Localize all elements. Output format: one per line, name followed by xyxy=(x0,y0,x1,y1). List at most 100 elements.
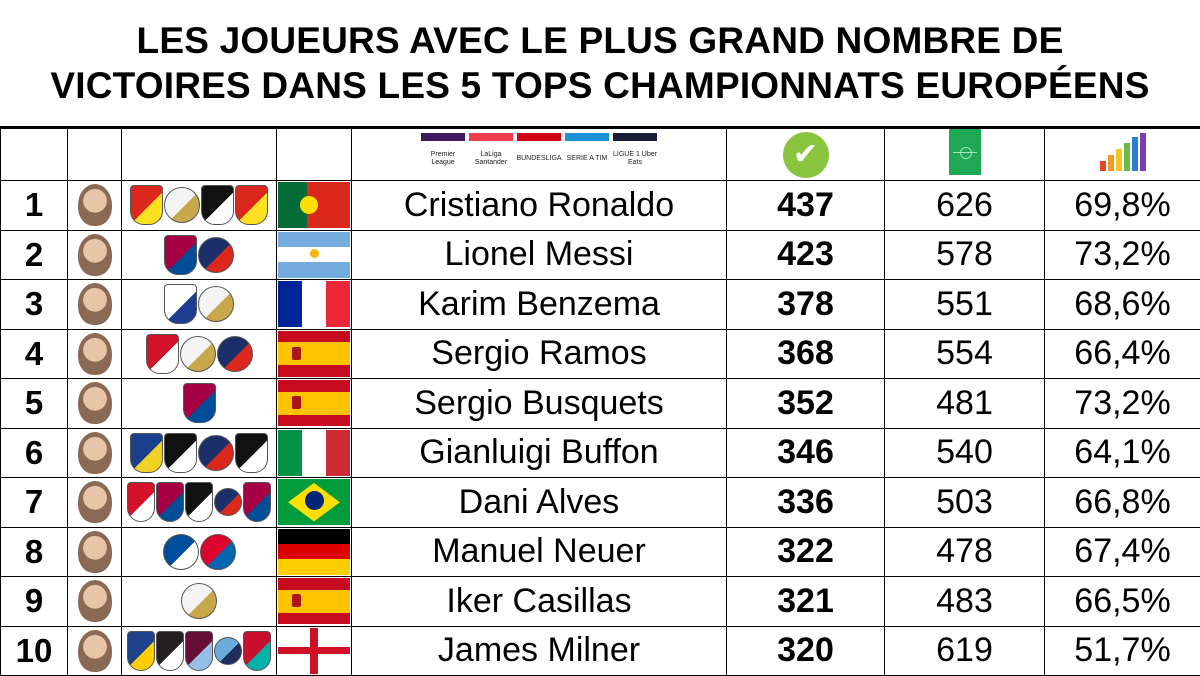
player-photo-cell xyxy=(68,230,122,280)
player-photo xyxy=(78,481,112,523)
player-photo-cell xyxy=(68,577,122,627)
header-flag-cell xyxy=(277,129,352,181)
title-line-2: VICTOIRES DANS LES 5 TOPS CHAMPIONNATS E… xyxy=(50,63,1149,108)
club-crests xyxy=(122,528,276,577)
rank-cell: 2 xyxy=(1,230,68,280)
bayern-munich-crest-icon xyxy=(200,534,236,570)
club-crests xyxy=(122,379,276,428)
real-madrid-crest-icon xyxy=(180,336,216,372)
matches-played-value: 481 xyxy=(885,379,1045,429)
player-photo xyxy=(78,283,112,325)
wins-value: 322 xyxy=(727,527,885,577)
fc-barcelona-crest-icon xyxy=(164,235,197,275)
rank-cell: 3 xyxy=(1,280,68,330)
real-madrid-crest-icon xyxy=(198,286,234,322)
olympique-lyonnais-crest-icon xyxy=(164,284,197,324)
club-crests xyxy=(122,231,276,280)
wins-value: 378 xyxy=(727,280,885,330)
spain-flag-icon xyxy=(278,380,350,426)
player-name: Lionel Messi xyxy=(352,230,727,280)
ligue1-logo: LIGUE 1 Uber Eats xyxy=(613,133,657,177)
player-photo-cell xyxy=(68,478,122,528)
schalke-04-crest-icon xyxy=(163,534,199,570)
player-photo xyxy=(78,531,112,573)
fc-barcelona-crest-icon xyxy=(243,482,271,522)
real-madrid-crest-icon xyxy=(164,187,200,223)
win-percentage-value: 69,8% xyxy=(1045,181,1200,231)
psg-crest-icon xyxy=(198,237,234,273)
juventus-crest-icon xyxy=(235,433,268,473)
flag-cell xyxy=(277,527,352,577)
wins-value: 321 xyxy=(727,577,885,627)
clubs-cell xyxy=(122,329,277,379)
aston-villa-crest-icon xyxy=(185,631,213,671)
rank-cell: 7 xyxy=(1,478,68,528)
player-photo-cell xyxy=(68,428,122,478)
newcastle-crest-icon xyxy=(156,631,184,671)
header-pct-cell xyxy=(1045,129,1200,181)
clubs-cell xyxy=(122,577,277,627)
player-photo xyxy=(78,333,112,375)
win-percentage-value: 73,2% xyxy=(1045,230,1200,280)
player-name: Cristiano Ronaldo xyxy=(352,181,727,231)
player-photo xyxy=(78,234,112,276)
flag-cell xyxy=(277,280,352,330)
clubs-cell xyxy=(122,230,277,280)
spain-flag-icon xyxy=(278,578,350,624)
wins-value: 352 xyxy=(727,379,885,429)
rank-cell: 8 xyxy=(1,527,68,577)
flag-cell xyxy=(277,181,352,231)
flag-cell xyxy=(277,329,352,379)
england-flag-icon xyxy=(278,628,350,674)
rank-cell: 6 xyxy=(1,428,68,478)
manchester-united-crest-icon xyxy=(235,185,268,225)
clubs-cell xyxy=(122,478,277,528)
premier-league-logo: Premier League xyxy=(421,133,465,177)
win-percentage-value: 66,5% xyxy=(1045,577,1200,627)
sevilla-crest-icon xyxy=(127,482,155,522)
player-photo-cell xyxy=(68,329,122,379)
player-photo-cell xyxy=(68,280,122,330)
sevilla-crest-icon xyxy=(146,334,179,374)
psg-crest-icon xyxy=(198,435,234,471)
header-rank-cell xyxy=(1,129,68,181)
rank-cell: 1 xyxy=(1,181,68,231)
player-photo xyxy=(78,382,112,424)
win-percentage-value: 64,1% xyxy=(1045,428,1200,478)
flag-cell xyxy=(277,230,352,280)
title-line-1: LES JOUEURS AVEC LE PLUS GRAND NOMBRE DE xyxy=(137,18,1064,63)
juventus-crest-icon xyxy=(201,185,234,225)
flag-cell xyxy=(277,626,352,676)
italy-flag-icon xyxy=(278,430,350,476)
player-name: Gianluigi Buffon xyxy=(352,428,727,478)
win-percentage-value: 66,8% xyxy=(1045,478,1200,528)
real-madrid-crest-icon xyxy=(181,583,217,619)
player-photo-cell xyxy=(68,379,122,429)
club-crests xyxy=(122,627,276,676)
wins-value: 320 xyxy=(727,626,885,676)
clubs-cell xyxy=(122,379,277,429)
matches-played-value: 578 xyxy=(885,230,1045,280)
club-crests xyxy=(122,429,276,478)
flag-cell xyxy=(277,577,352,627)
win-percentage-value: 66,4% xyxy=(1045,329,1200,379)
wins-value: 368 xyxy=(727,329,885,379)
spain-flag-icon xyxy=(278,331,350,377)
header-photo-cell xyxy=(68,129,122,181)
player-name: Manuel Neuer xyxy=(352,527,727,577)
matches-played-value: 626 xyxy=(885,181,1045,231)
rank-cell: 10 xyxy=(1,626,68,676)
bundesliga-logo: BUNDESLIGA xyxy=(517,133,561,177)
flag-cell xyxy=(277,478,352,528)
